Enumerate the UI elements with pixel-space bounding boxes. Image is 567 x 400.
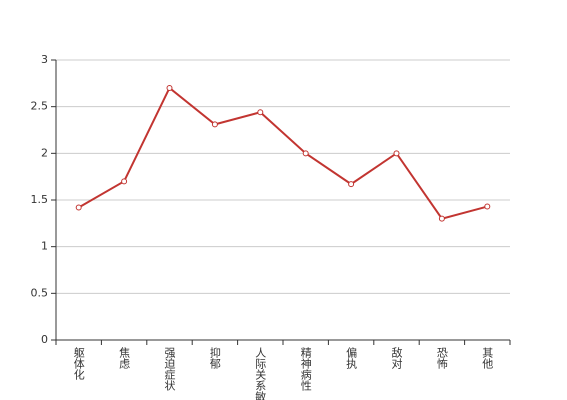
x-tick-label: 偏执 bbox=[345, 346, 358, 370]
x-tick-label: 抑郁 bbox=[208, 346, 221, 369]
y-tick-label: 2.5 bbox=[31, 100, 49, 113]
x-tick-label: 人际关系敏感 bbox=[254, 347, 267, 400]
data-point bbox=[211, 121, 218, 128]
data-point bbox=[484, 203, 491, 210]
data-point bbox=[438, 215, 445, 222]
data-point bbox=[166, 85, 173, 91]
x-tick-label: 恐怖 bbox=[435, 347, 448, 369]
x-tick-label: 焦虑 bbox=[118, 347, 131, 369]
y-tick-label: 1 bbox=[41, 240, 48, 253]
data-point bbox=[302, 150, 309, 157]
data-point bbox=[75, 204, 82, 211]
y-tick-label: 0 bbox=[41, 333, 48, 346]
y-tick-label: 1.5 bbox=[31, 193, 49, 206]
y-tick-label: 2 bbox=[41, 146, 48, 159]
y-tick-label: 3 bbox=[41, 53, 48, 66]
data-point bbox=[348, 181, 355, 188]
data-point bbox=[257, 109, 264, 116]
x-tick-label: 躯体化 bbox=[72, 347, 85, 381]
y-tick-label: 0.5 bbox=[31, 286, 49, 299]
data-point bbox=[393, 150, 400, 157]
x-tick-label: 精神病性 bbox=[299, 347, 312, 392]
data-point bbox=[121, 178, 128, 185]
data-line bbox=[78, 86, 488, 220]
x-tick-label: 强迫症状 bbox=[163, 347, 176, 391]
x-tick-label: 敌对 bbox=[390, 346, 403, 369]
x-tick-label: 其他 bbox=[481, 347, 494, 369]
